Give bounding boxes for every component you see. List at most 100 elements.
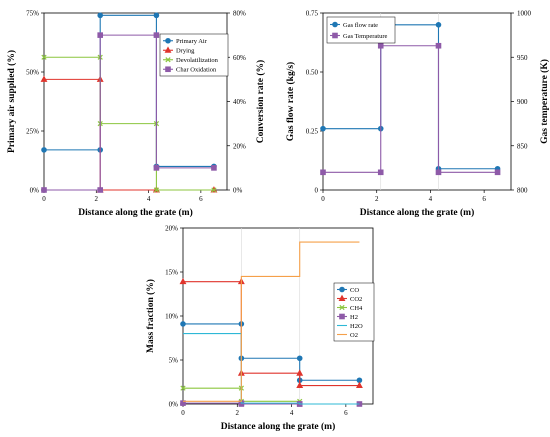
y-tick-label: 0.50 xyxy=(306,69,319,77)
data-point xyxy=(435,169,442,176)
y2-axis-label: Gas temperature (K) xyxy=(539,59,550,144)
data-point xyxy=(153,187,160,193)
data-point xyxy=(377,169,384,176)
x-axis-label: Distance along the grate (m) xyxy=(221,421,336,432)
data-point xyxy=(97,32,104,38)
series-line xyxy=(183,241,360,402)
legend: Primary Air Drying Devolatilization Char Ox… xyxy=(159,33,229,77)
x-tick-label: 6 xyxy=(344,409,348,417)
series-line xyxy=(183,323,360,381)
legend-label: H2 xyxy=(350,314,358,321)
chart-2: 0 2 4 6 0 0.25 0.50 0.75 800 850 900 950 1000 Distanc… xyxy=(285,10,550,219)
data-point xyxy=(153,165,160,171)
y-tick-label: 0 xyxy=(315,187,319,195)
x-tick-label: 6 xyxy=(199,195,203,203)
series-gas-temperature xyxy=(320,42,501,176)
data-point xyxy=(180,321,186,327)
data-point xyxy=(153,32,160,38)
legend-box xyxy=(333,282,375,342)
legend-swatch-marker xyxy=(165,66,171,73)
series-line xyxy=(183,333,360,405)
y-tick-label: 75% xyxy=(26,10,39,18)
data-point xyxy=(97,187,104,193)
y-tick-label: 10% xyxy=(165,313,178,321)
x-tick-label: 0 xyxy=(321,195,325,203)
y-tick-label: 50% xyxy=(26,69,39,77)
data-point xyxy=(211,187,217,193)
legend-label: CO2 xyxy=(350,296,362,303)
series-line xyxy=(44,78,214,191)
x-tick-label: 0 xyxy=(42,195,46,203)
y-axis-label: Gas flow rate (kg/s) xyxy=(285,62,296,141)
data-point xyxy=(296,369,304,376)
legend-label: O2 xyxy=(350,332,358,339)
data-point xyxy=(41,187,47,193)
series-o2 xyxy=(183,241,360,402)
x-tick-label: 0 xyxy=(181,409,185,417)
series-drying xyxy=(40,75,218,193)
data-point xyxy=(377,42,384,49)
legend-swatch-marker xyxy=(165,37,171,44)
y-tick-label: 0.25 xyxy=(306,128,319,136)
y2-tick-label: 1000 xyxy=(517,10,532,18)
x-tick-label: 4 xyxy=(429,195,433,203)
series-line xyxy=(323,24,498,170)
x-tick-label: 4 xyxy=(290,409,294,417)
y2-tick-label: 850 xyxy=(517,142,528,150)
legend-label: Gas Temperature xyxy=(343,33,387,40)
y2-tick-label: 0% xyxy=(233,187,243,195)
series-co2 xyxy=(179,277,363,389)
y2-tick-label: 80% xyxy=(233,10,246,18)
y2-tick-label: 950 xyxy=(517,54,528,62)
x-tick-label: 2 xyxy=(375,195,379,203)
x-axis-label: Distance along the grate (m) xyxy=(78,207,193,218)
y-tick-label: 25% xyxy=(26,128,39,136)
y2-tick-label: 900 xyxy=(517,98,528,106)
data-point xyxy=(41,54,47,60)
legend-swatch-marker xyxy=(165,57,171,63)
y-tick-label: 20% xyxy=(165,225,178,233)
series-char-oxidation xyxy=(41,32,217,193)
legend-label: CH4 xyxy=(350,305,363,312)
legend-label: H2O xyxy=(350,323,363,330)
legend-swatch-marker xyxy=(332,32,338,39)
legend-swatch-marker xyxy=(339,286,345,293)
series-line xyxy=(183,281,360,387)
data-point xyxy=(153,12,160,19)
data-point xyxy=(40,75,48,82)
series-line xyxy=(44,14,214,167)
legend: CO CO2 CH4 H2 H2O O2 xyxy=(333,282,375,342)
legend-swatch-marker xyxy=(164,46,172,53)
y2-tick-label: 40% xyxy=(233,98,246,106)
data-point xyxy=(211,165,217,171)
data-point xyxy=(320,169,326,176)
x-tick-label: 6 xyxy=(482,195,486,203)
data-point xyxy=(41,147,47,153)
y-axis-label: Mass fraction (%) xyxy=(145,279,156,353)
x-tick-label: 2 xyxy=(95,195,99,203)
x-tick-label: 4 xyxy=(147,195,151,203)
x-axis-label: Distance along the grate (m) xyxy=(360,207,475,218)
data-point xyxy=(435,42,442,49)
y2-tick-label: 60% xyxy=(233,54,246,62)
chart-1: 0 2 4 60%25%50%75%0%20%40%60%80%Distance al… xyxy=(6,10,266,219)
series-line xyxy=(44,56,214,191)
legend-box xyxy=(326,16,396,44)
y-tick-label: 15% xyxy=(165,269,178,277)
y2-tick-label: 800 xyxy=(517,187,528,195)
chart-3: 0 2 4 6 0% 5% 10% 15% 20% Distance along the grat… xyxy=(145,225,375,432)
legend-label: Devolatilization xyxy=(176,57,219,64)
legend-swatch-marker xyxy=(332,21,338,28)
y-tick-label: 5% xyxy=(169,357,179,365)
legend-label: Primary Air xyxy=(176,38,208,45)
data-point xyxy=(296,355,303,362)
legend-label: Gas flow rate xyxy=(343,22,378,29)
data-point xyxy=(97,12,104,19)
legend-label: Char Oxidation xyxy=(176,67,217,74)
data-point xyxy=(494,169,501,176)
y-tick-label: 0% xyxy=(30,187,40,195)
series-gas-flow-rate xyxy=(320,22,501,172)
y-axis-label: Primary air supplied (%) xyxy=(6,50,17,153)
series-h2o xyxy=(183,333,360,405)
